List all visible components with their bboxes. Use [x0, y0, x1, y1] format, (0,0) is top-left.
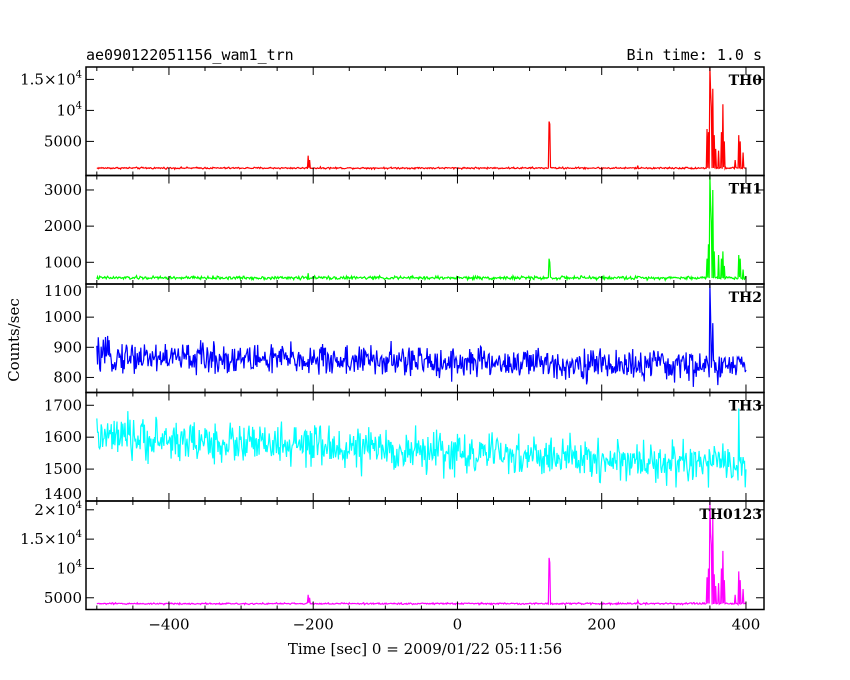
y-tick-label: 2×104: [34, 500, 82, 519]
y-tick-label: 5000: [44, 132, 82, 150]
panels: 5000 104 1.5×104 TH0 1000 2000 3000 TH1 800 900 10…: [20, 66, 765, 611]
panel-label: TH3: [729, 399, 762, 415]
series-line-th3: [96, 408, 747, 488]
panel-th0: 5000 104 1.5×104 TH0: [20, 66, 765, 177]
series-line-th0: [96, 67, 747, 171]
series-line-th0123: [96, 501, 747, 607]
x-tick-label: −200: [293, 616, 334, 634]
y-tick-label: 2000: [44, 217, 82, 235]
panel-frame: [85, 500, 765, 611]
y-tick-label: 1600: [44, 428, 82, 446]
panel-frame: [85, 174, 765, 285]
series-line-th2: [96, 284, 747, 387]
y-tick-label: 1.5×104: [20, 69, 82, 88]
x-tick-label: 400: [732, 616, 761, 634]
panel-th2: 800 900 1000 1100 TH2: [44, 282, 765, 394]
series-line-th1: [96, 175, 747, 283]
chart-title: ae090122051156_wam1_trn: [86, 46, 294, 64]
panel-label: TH1: [729, 182, 762, 198]
panel-label: TH0123: [699, 507, 762, 523]
y-tick-label: 5000: [44, 589, 82, 607]
bin-time-label: Bin time: 1.0 s: [627, 46, 762, 64]
y-tick-label: 1700: [44, 396, 82, 414]
panel-frame: [85, 66, 765, 177]
x-axis-label: Time [sec] 0 = 2009/01/22 05:11:56: [288, 640, 562, 658]
y-tick-label: 1000: [44, 308, 82, 326]
y-tick-label: 1400: [44, 485, 82, 503]
y-tick-label: 1000: [44, 253, 82, 271]
y-axis-label: Counts/sec: [5, 298, 23, 382]
y-tick-label: 800: [53, 368, 82, 386]
panel-frame: [85, 283, 765, 394]
y-tick-label: 104: [57, 100, 82, 119]
x-tick-label: 200: [587, 616, 616, 634]
y-tick-label: 104: [57, 558, 82, 577]
panel-th1: 1000 2000 3000 TH1: [44, 174, 765, 285]
panel-th3: 1400 1500 1600 1700 TH3: [44, 391, 765, 503]
y-tick-label: 1100: [44, 282, 82, 300]
panel-th0123: 5000 104 1.5×104 2×104 TH0123: [20, 500, 765, 611]
y-tick-label: 1500: [44, 460, 82, 478]
y-tick-label: 3000: [44, 181, 82, 199]
x-tick-label: −400: [148, 616, 189, 634]
panel-label: TH0: [729, 73, 763, 89]
x-tick-label: 0: [453, 616, 463, 634]
x-axis: −400 −200 0 200 400: [148, 616, 760, 634]
panel-label: TH2: [729, 290, 762, 306]
y-tick-label: 900: [53, 338, 82, 356]
y-tick-label: 1.5×104: [20, 529, 82, 548]
